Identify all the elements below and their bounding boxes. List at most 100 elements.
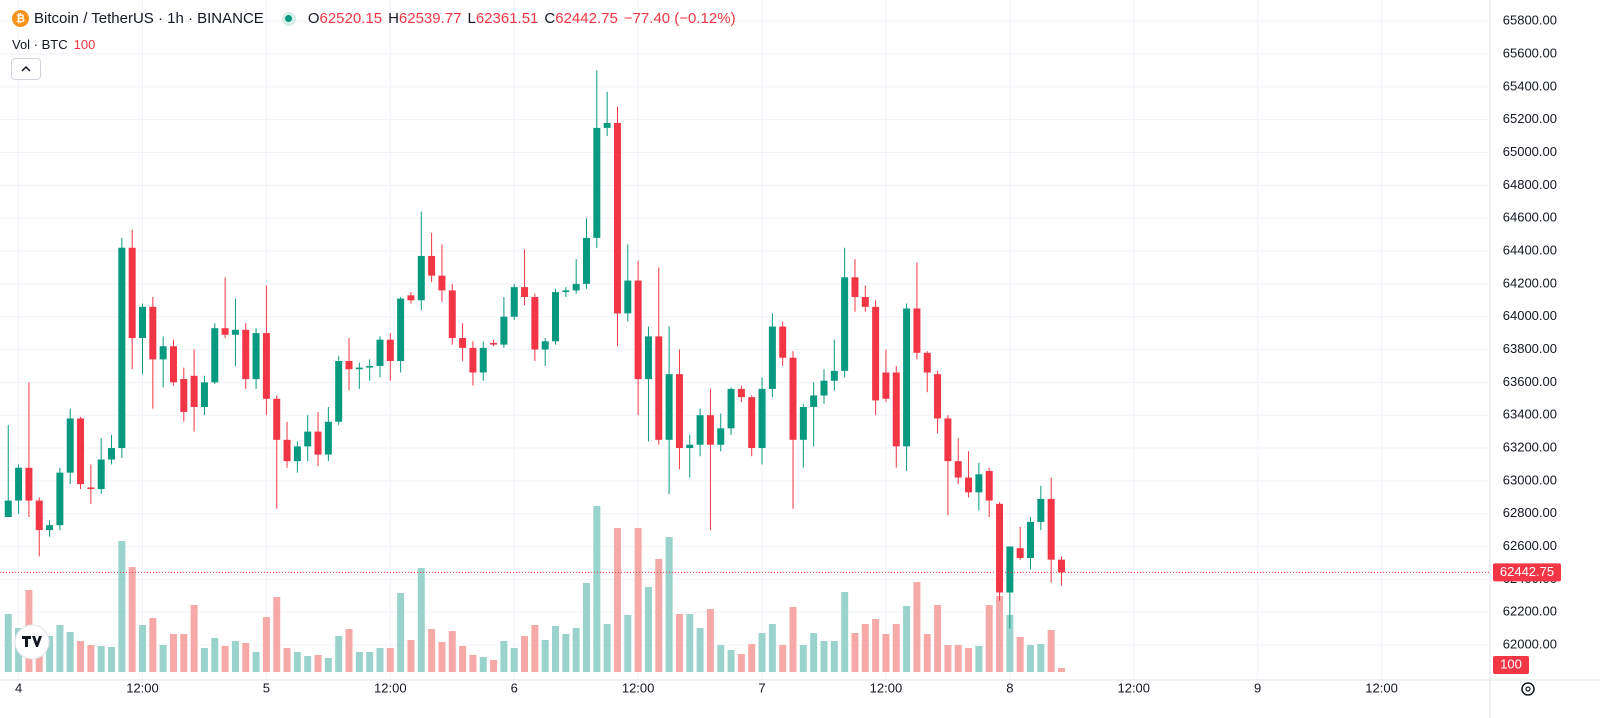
candle-body [304, 431, 312, 447]
candle-body [273, 398, 281, 440]
candle-body [479, 347, 487, 373]
volume-bar [768, 624, 776, 672]
volume-bar [1047, 630, 1055, 672]
candle-body [1037, 498, 1045, 522]
volume-bar [1057, 668, 1065, 672]
candle-body [593, 127, 601, 238]
volume-bar [923, 634, 931, 672]
candle-body [97, 459, 105, 490]
volume-bar [97, 646, 105, 672]
candle-body [386, 339, 394, 362]
x-tick-label: 12:00 [622, 680, 655, 695]
volume-bar [954, 645, 962, 672]
candle-body [324, 421, 332, 455]
volume-bar [985, 605, 993, 672]
y-tick-label: 64000.00 [1503, 308, 1557, 323]
x-tick-label: 4 [15, 680, 22, 695]
candle-body [355, 367, 363, 370]
x-tick-label: 12:00 [870, 680, 903, 695]
candle-body [727, 388, 735, 429]
volume-bar [613, 528, 621, 672]
candle-body [861, 296, 869, 307]
chevron[interactable] [12, 59, 40, 79]
x-tick-label: 5 [263, 680, 270, 695]
volume-bar [872, 619, 880, 672]
candle-body [428, 255, 436, 276]
y-tick-label: 64600.00 [1503, 210, 1557, 225]
volume-bar [737, 654, 745, 672]
volume-bar [861, 624, 869, 672]
volume-bar [324, 658, 332, 672]
x-tick-label: 9 [1254, 680, 1261, 695]
volume-bar [469, 655, 477, 672]
symbol-title[interactable]: Bitcoin / TetherUS · 1h · BINANCE [34, 10, 264, 27]
candle-body [459, 338, 467, 348]
x-tick-label: 12:00 [1365, 680, 1398, 695]
ohlc-label: H [388, 10, 399, 27]
gear[interactable] [1521, 682, 1535, 696]
y-tick-label: 63200.00 [1503, 439, 1557, 454]
volume-bar [87, 645, 95, 672]
gear-center[interactable] [1525, 686, 1531, 692]
candle-body [810, 395, 818, 407]
volume-bar [448, 631, 456, 672]
y-tick-label: 65600.00 [1503, 45, 1557, 60]
candle-body [644, 336, 652, 380]
volume-bar [1027, 645, 1035, 672]
volume-bar [717, 645, 725, 672]
volume-bar [810, 633, 818, 672]
volume-bar [583, 583, 591, 672]
candle-body [799, 406, 807, 440]
candle-body [190, 375, 198, 407]
volume-bar [830, 641, 838, 672]
candle-body [624, 280, 632, 314]
volume-bar [882, 634, 890, 672]
volume-bar [903, 606, 911, 672]
volume-title: Vol · BTC [12, 37, 68, 52]
volume-bar [4, 614, 12, 672]
volume-bar [624, 615, 632, 672]
candle-body [262, 333, 270, 399]
candle-body [985, 471, 993, 501]
candle-body [159, 346, 167, 360]
volume-bar [293, 652, 301, 672]
x-tick-label: 8 [1006, 680, 1013, 695]
candle-body [583, 237, 591, 284]
x-tick-label: 12:00 [374, 680, 407, 695]
y-tick-label: 65800.00 [1503, 13, 1557, 28]
last-volume-label: 100 [1500, 656, 1522, 671]
volume-bar [490, 660, 498, 672]
volume-bar [397, 593, 405, 672]
volume-bar [686, 614, 694, 672]
candle-body [923, 352, 931, 373]
candle-body [758, 388, 766, 449]
ohlc-value: 62539.77 [398, 10, 462, 27]
volume-bar [531, 625, 539, 672]
volume-bar [386, 648, 394, 672]
candle-body [149, 306, 157, 360]
volume-bar [748, 644, 756, 672]
volume-bar [552, 626, 560, 672]
volume-bar [1037, 644, 1045, 672]
candle-body [789, 357, 797, 440]
chevron-path [21, 65, 31, 72]
candle-body [87, 487, 95, 490]
collapse-button[interactable] [11, 58, 41, 80]
volume-bar [675, 614, 683, 672]
volume-bar [500, 641, 508, 672]
volume-bar [572, 628, 580, 672]
y-tick-label: 63400.00 [1503, 407, 1557, 422]
candle-body [851, 277, 859, 297]
volume-bar [242, 643, 250, 672]
volume-bar [841, 592, 849, 672]
volume-bar [180, 634, 188, 672]
volume-bar [304, 656, 312, 672]
candle-body [1057, 559, 1065, 573]
candle-body [252, 333, 260, 380]
x-tick-label: 6 [511, 680, 518, 695]
last-volume-tag [1493, 656, 1529, 674]
settings-button[interactable] [1521, 682, 1535, 696]
volume-value: 100 [73, 37, 96, 52]
volume-bar [892, 624, 900, 672]
